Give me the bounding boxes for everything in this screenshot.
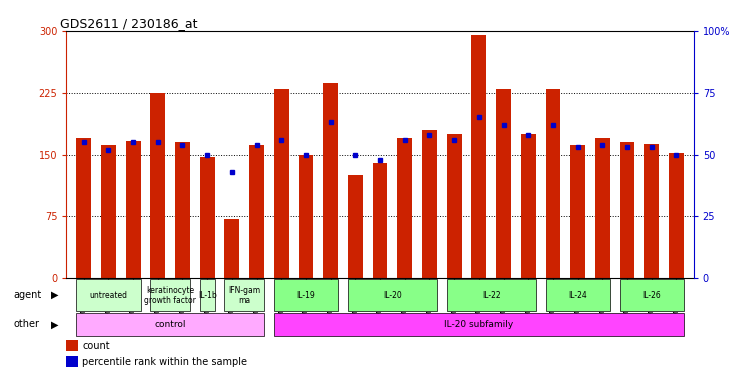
Text: count: count	[82, 341, 110, 351]
Bar	[299, 155, 314, 278]
Bar	[224, 219, 239, 278]
Bar	[348, 279, 437, 311]
Text: ▶: ▶	[51, 290, 58, 300]
Bar	[175, 142, 190, 278]
Bar	[397, 138, 413, 278]
Bar	[595, 138, 610, 278]
Bar	[76, 279, 140, 311]
Bar	[496, 89, 511, 278]
Bar	[620, 279, 684, 311]
Bar	[76, 138, 91, 278]
Bar	[274, 89, 289, 278]
Text: IL-26: IL-26	[642, 291, 661, 300]
Bar	[249, 145, 264, 278]
Bar	[545, 279, 610, 311]
Bar	[76, 313, 264, 336]
Text: IL-20 subfamily: IL-20 subfamily	[444, 320, 514, 329]
Bar	[151, 279, 190, 311]
Bar	[446, 134, 461, 278]
Bar	[620, 142, 635, 278]
Bar	[66, 356, 77, 367]
Bar	[570, 145, 585, 278]
Bar	[200, 279, 215, 311]
Bar	[472, 35, 486, 278]
Bar	[274, 279, 338, 311]
Text: percentile rank within the sample: percentile rank within the sample	[82, 357, 247, 367]
Bar	[151, 93, 165, 278]
Bar	[323, 83, 338, 278]
Bar	[422, 130, 437, 278]
Bar	[446, 279, 536, 311]
Text: GDS2611 / 230186_at: GDS2611 / 230186_at	[61, 17, 198, 30]
Text: control: control	[154, 320, 186, 329]
Text: untreated: untreated	[89, 291, 128, 300]
Bar	[66, 340, 77, 351]
Bar	[348, 175, 363, 278]
Text: IL-19: IL-19	[297, 291, 315, 300]
Text: IFN-gam
ma: IFN-gam ma	[228, 286, 261, 305]
Bar	[521, 134, 536, 278]
Text: IL-22: IL-22	[482, 291, 500, 300]
Text: ▶: ▶	[51, 319, 58, 329]
Bar	[373, 163, 387, 278]
Bar	[101, 145, 116, 278]
Text: agent: agent	[13, 290, 41, 300]
Bar	[224, 279, 264, 311]
Bar	[200, 157, 215, 278]
Text: IL-24: IL-24	[568, 291, 587, 300]
Text: IL-20: IL-20	[383, 291, 401, 300]
Bar	[669, 153, 684, 278]
Text: other: other	[13, 319, 39, 329]
Text: keratinocyte
growth factor: keratinocyte growth factor	[144, 286, 196, 305]
Bar	[644, 144, 659, 278]
Text: IL-1b: IL-1b	[198, 291, 216, 300]
Bar	[125, 141, 140, 278]
Bar	[274, 313, 684, 336]
Bar	[545, 89, 560, 278]
